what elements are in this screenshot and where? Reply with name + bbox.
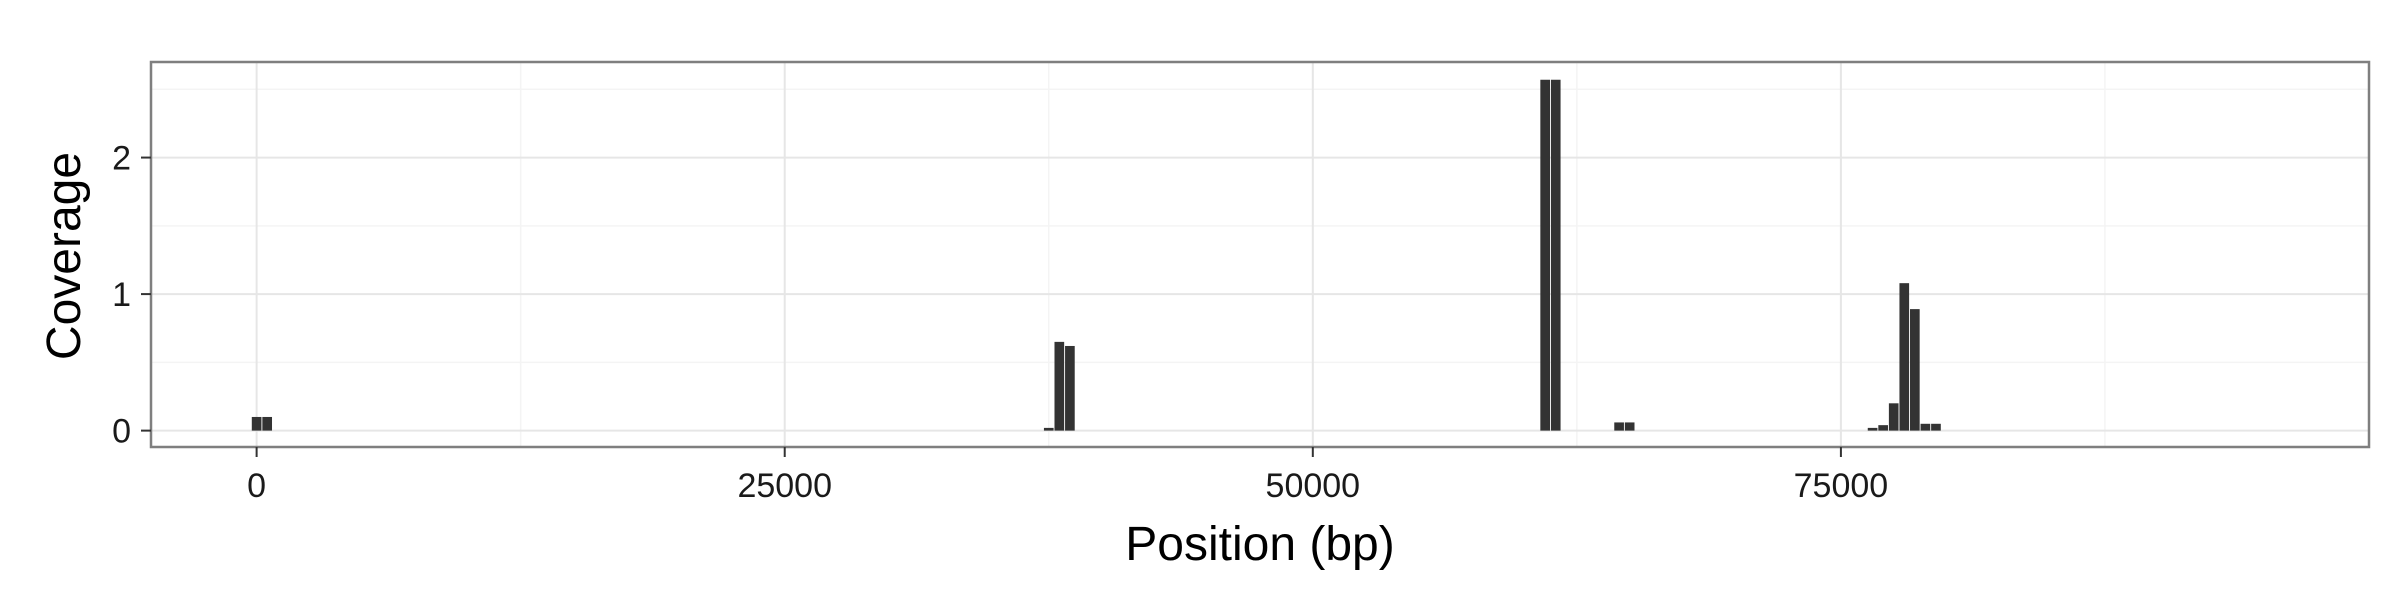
coverage-bar: [1867, 427, 1878, 431]
coverage-bar: [1054, 341, 1065, 431]
y-axis-title: Coverage: [38, 152, 91, 360]
minor-gridlines: [151, 62, 2369, 447]
coverage-bar: [1043, 427, 1054, 431]
y-axis: 0 1 2: [112, 140, 151, 451]
coverage-bar: [262, 416, 273, 431]
x-tick-label: 0: [247, 467, 266, 505]
coverage-bar: [1878, 425, 1888, 431]
coverage-bar: [1920, 423, 1931, 431]
coverage-bar: [1065, 345, 1075, 431]
y-tick-label: 2: [112, 140, 131, 178]
coverage-bar: [1550, 79, 1561, 431]
coverage-bar: [1888, 403, 1899, 431]
coverage-bar: [1931, 423, 1941, 431]
coverage-bar: [1614, 422, 1624, 431]
y-tick-label: 0: [112, 413, 131, 451]
bar-series: [251, 79, 1941, 431]
major-gridlines: [151, 62, 2369, 447]
coverage-bar: [1624, 422, 1635, 431]
coverage-bar: [251, 416, 262, 431]
coverage-bar: [1910, 309, 1920, 431]
x-tick-label: 50000: [1266, 467, 1361, 505]
x-axis: 0 25000 50000 75000: [247, 447, 1888, 505]
coverage-bar: [1899, 283, 1910, 431]
y-tick-label: 1: [112, 276, 131, 314]
plot-panel-border: [149, 60, 2371, 449]
coverage-bar: [1540, 79, 1551, 431]
x-tick-label: 25000: [737, 467, 832, 505]
x-tick-label: 75000: [1794, 467, 1889, 505]
x-axis-title: Position (bp): [1125, 518, 1394, 571]
